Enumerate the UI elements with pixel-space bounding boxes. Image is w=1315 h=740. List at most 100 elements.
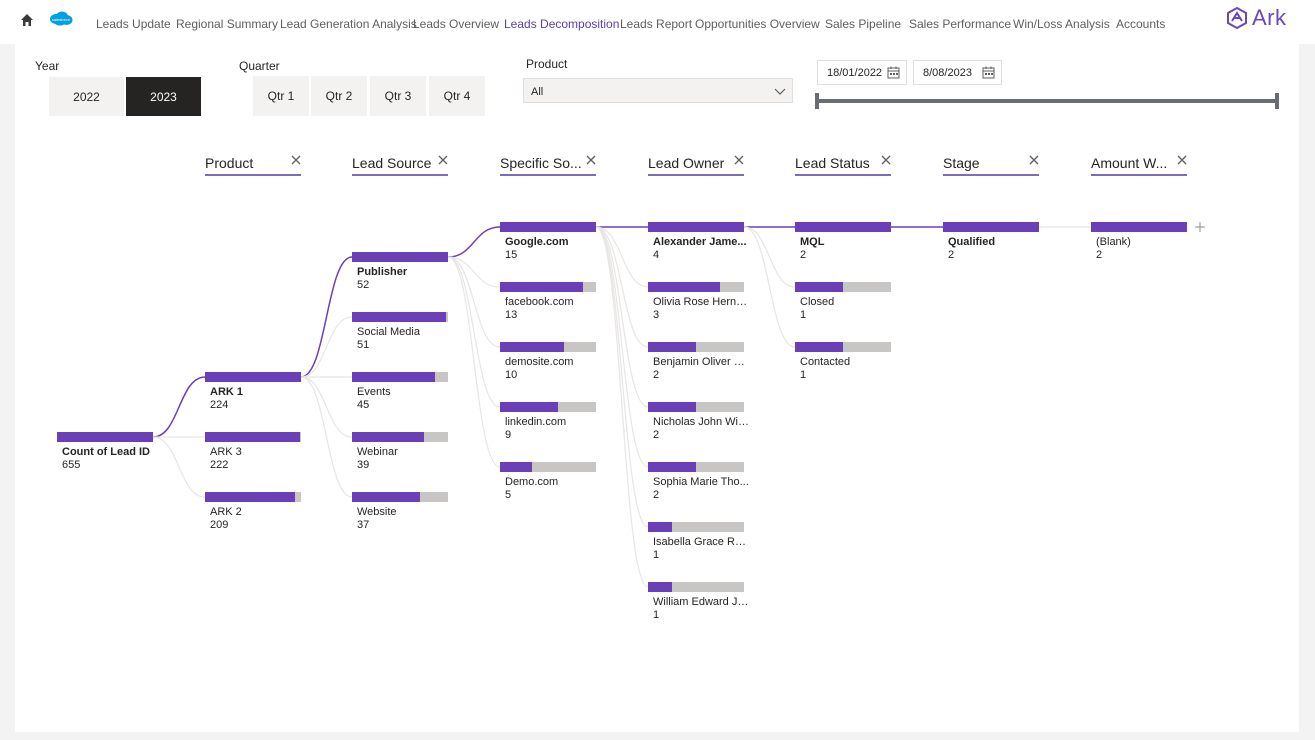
nav-sales-pipeline[interactable]: Sales Pipeline (825, 17, 902, 31)
product-dropdown[interactable]: All (523, 78, 793, 103)
node-value: 45 (357, 399, 370, 411)
nav-win-loss-analysis[interactable]: Win/Loss Analysis (1013, 17, 1110, 31)
nav-regional-summary[interactable]: Regional Summary (176, 17, 279, 31)
start-date-input[interactable]: 18/01/2022 (817, 60, 907, 85)
close-icon[interactable] (1177, 155, 1187, 165)
tree-link (152, 376, 206, 438)
node-value: 2 (948, 249, 955, 261)
node-value: 1 (653, 609, 660, 621)
home-icon[interactable] (19, 12, 35, 28)
node-value: 5 (505, 489, 512, 501)
tree-link (743, 226, 796, 348)
decomposition-tree-links (152, 226, 1091, 588)
tree-link (743, 226, 796, 288)
tree-link (152, 436, 206, 498)
tree-column-header[interactable]: Specific So... (500, 155, 596, 176)
tree-link (300, 316, 353, 378)
tree-link (595, 226, 649, 468)
node-label: linkedin.com (505, 416, 567, 428)
tree-column-header[interactable]: Lead Status (795, 155, 891, 176)
node-value: 2 (1096, 249, 1103, 261)
node-label: Social Media (357, 326, 420, 338)
node-bar-fill (648, 402, 696, 412)
node-label: Nicholas John Wil... (653, 416, 749, 428)
node-bar (352, 432, 448, 442)
date-range-end-handle[interactable] (1275, 93, 1279, 109)
quarter-slicer-title: Quarter (239, 59, 280, 73)
nav-leads-overview[interactable]: Leads Overview (413, 17, 500, 31)
nav-sales-performance[interactable]: Sales Performance (909, 17, 1012, 31)
node-bar (205, 432, 301, 442)
node-bar (648, 342, 744, 352)
node-label: Contacted (800, 356, 851, 368)
tree-column-header[interactable]: Amount W... (1091, 155, 1187, 176)
close-icon[interactable] (438, 155, 448, 165)
node-label: Benjamin Oliver D... (653, 356, 749, 368)
nav-leads-update[interactable]: Leads Update (96, 17, 171, 31)
tree-column-header[interactable]: Lead Source (352, 155, 448, 176)
nav-accounts[interactable]: Accounts (1116, 17, 1166, 31)
node-bar-fill (648, 282, 720, 292)
year-2023-tile[interactable]: 2023 (126, 77, 201, 116)
close-icon[interactable] (881, 155, 891, 165)
date-range-slider-track[interactable] (817, 99, 1278, 103)
quarter-q1-tile[interactable]: Qtr 1 (253, 76, 309, 116)
quarter-q3-tile[interactable]: Qtr 3 (370, 76, 426, 116)
node-bar (352, 252, 448, 262)
nav-leads-decomposition[interactable]: Leads Decomposition (504, 17, 620, 31)
node-label: Sophia Marie Tho... (653, 476, 749, 488)
brand-name: Ark (1252, 5, 1287, 30)
node-bar (352, 312, 448, 322)
plus-icon[interactable] (1195, 222, 1205, 232)
start-date-value: 18/01/2022 (827, 67, 883, 79)
node-bar-fill (795, 282, 843, 292)
quarter-q2-tile[interactable]: Qtr 2 (311, 76, 367, 116)
node-label: Count of Lead ID (62, 446, 150, 458)
node-bar (205, 372, 301, 382)
node-bar (500, 222, 596, 232)
tree-link (595, 226, 649, 408)
node-bar (943, 222, 1039, 232)
node-value: 2 (653, 369, 660, 381)
node-value: 2 (653, 489, 660, 501)
quarter-q4-tile[interactable]: Qtr 4 (429, 76, 485, 116)
close-icon[interactable] (291, 155, 301, 165)
nav-opportunities-overview[interactable]: Opportunities Overview (695, 17, 820, 31)
close-icon[interactable] (734, 155, 744, 165)
node-bar-fill (500, 462, 532, 472)
node-label: MQL (800, 236, 825, 248)
close-icon[interactable] (586, 155, 596, 165)
node-bar (795, 342, 891, 352)
close-icon[interactable] (1029, 155, 1039, 165)
end-date-input[interactable]: 8/08/2023 (913, 60, 1002, 85)
node-bar (57, 432, 153, 442)
year-2022-tile[interactable]: 2022 (49, 77, 124, 116)
node-label: Olivia Rose Herna... (653, 296, 749, 308)
node-bar (648, 402, 744, 412)
nav-lead-generation-analysis[interactable]: Lead Generation Analysis (280, 17, 417, 31)
top-navigation: salesforce Leads Update Regional Summary… (0, 0, 1315, 44)
salesforce-logo: salesforce (50, 11, 73, 26)
tree-column-title: Lead Owner (648, 155, 725, 171)
nav-leads-report[interactable]: Leads Report (620, 17, 693, 31)
calendar-icon[interactable] (982, 66, 995, 79)
tree-column-header[interactable]: Lead Owner (648, 155, 744, 176)
node-bar-fill (943, 222, 1039, 232)
node-label: William Edward Jo... (653, 596, 749, 608)
node-bar-fill (352, 492, 421, 502)
node-bar-fill (352, 312, 447, 322)
tree-column-header[interactable]: Stage (943, 155, 1039, 176)
tree-link (447, 256, 501, 348)
node-bar-fill (352, 432, 424, 442)
node-value: 52 (357, 279, 370, 291)
date-range-start-handle[interactable] (815, 93, 819, 109)
node-value: 4 (653, 249, 660, 261)
tree-link (300, 376, 353, 498)
calendar-icon[interactable] (887, 66, 900, 79)
report-canvas: Year 2022 2023 Quarter Qtr 1 Qtr 2 Qtr 3… (15, 42, 1299, 732)
tree-link (595, 226, 649, 348)
tree-column-header[interactable]: Product (205, 155, 301, 176)
node-label: Qualified (948, 236, 996, 248)
node-bar (352, 492, 448, 502)
tree-link (447, 226, 501, 258)
